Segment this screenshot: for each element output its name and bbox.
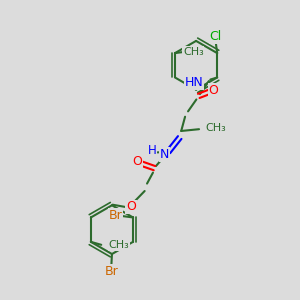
Text: H: H xyxy=(148,143,157,157)
Text: O: O xyxy=(132,155,142,168)
Text: HN: HN xyxy=(185,76,203,89)
Text: Br: Br xyxy=(104,265,118,278)
Text: Cl: Cl xyxy=(210,30,222,43)
Text: O: O xyxy=(209,84,218,97)
Text: Br: Br xyxy=(108,209,122,222)
Text: N: N xyxy=(160,148,169,161)
Text: CH₃: CH₃ xyxy=(206,123,226,133)
Text: O: O xyxy=(126,200,136,213)
Text: CH₃: CH₃ xyxy=(109,240,129,250)
Text: CH₃: CH₃ xyxy=(183,46,204,57)
